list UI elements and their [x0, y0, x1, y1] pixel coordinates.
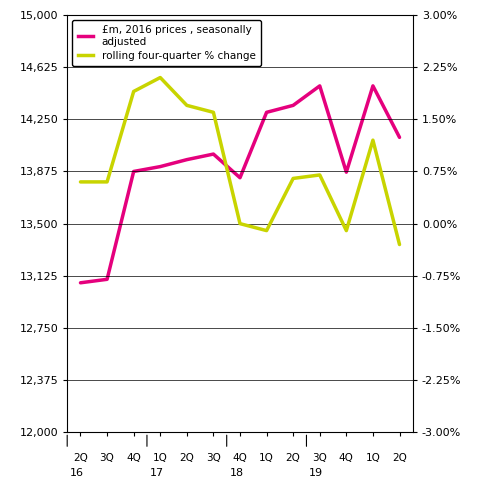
- Text: 18: 18: [229, 468, 243, 478]
- Text: 19: 19: [309, 468, 323, 478]
- Legend: £m, 2016 prices , seasonally
adjusted, rolling four-quarter % change: £m, 2016 prices , seasonally adjusted, r…: [72, 20, 261, 66]
- Text: 16: 16: [70, 468, 84, 478]
- Text: 17: 17: [150, 468, 164, 478]
